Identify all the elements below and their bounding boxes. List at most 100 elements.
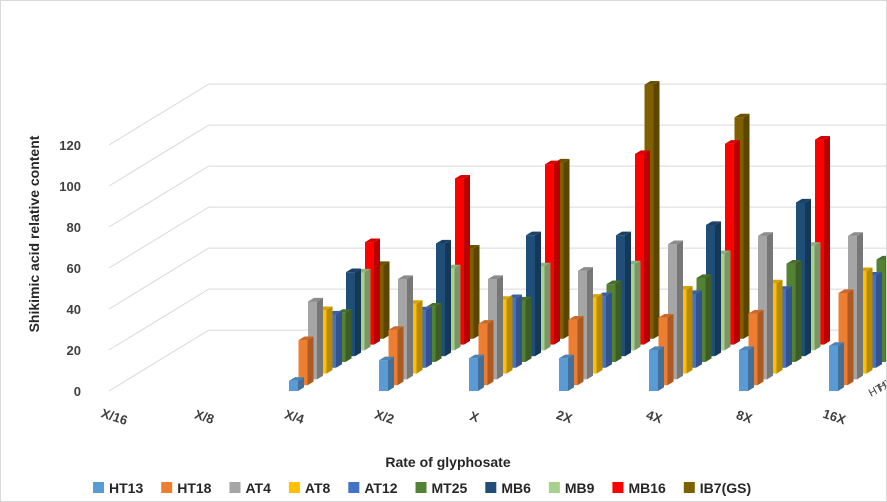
bar bbox=[559, 354, 574, 391]
bar-top-face bbox=[748, 309, 764, 314]
legend-label: AT8 bbox=[305, 480, 331, 496]
bar bbox=[455, 174, 470, 345]
bar-top-face bbox=[469, 354, 484, 359]
legend-swatch bbox=[415, 482, 427, 493]
legend-label: MT25 bbox=[432, 480, 468, 496]
bar bbox=[469, 354, 484, 391]
bar bbox=[739, 346, 754, 391]
legend-swatch bbox=[485, 482, 497, 493]
bar-side-face bbox=[724, 250, 731, 351]
bar-front-face bbox=[545, 164, 554, 345]
bar-side-face bbox=[715, 221, 721, 357]
bar-top-face bbox=[298, 336, 314, 341]
legend-swatch bbox=[161, 482, 173, 493]
legend: HT13 HT18 AT4 AT8 AT12 MT25 MB6 MB9 MB16 IB7(GS) bbox=[93, 480, 751, 496]
bar-side-face bbox=[407, 275, 413, 380]
x-category-label: X/2 bbox=[373, 407, 396, 427]
bar-side-face bbox=[876, 271, 882, 368]
bar-side-face bbox=[397, 326, 404, 386]
bar-front-face bbox=[298, 340, 308, 386]
bar-top-face bbox=[758, 232, 773, 236]
x-axis-title: Rate of glyphosate bbox=[385, 454, 510, 470]
x-category-label: X bbox=[468, 408, 481, 425]
bar-top-face bbox=[289, 377, 304, 381]
y-tick-label: 40 bbox=[67, 302, 81, 317]
bar-top-face bbox=[876, 255, 886, 260]
y-tick-label: 80 bbox=[67, 220, 81, 235]
bar-side-face bbox=[658, 346, 664, 391]
legend-label: MB9 bbox=[565, 480, 595, 496]
y-tick-label: 20 bbox=[67, 343, 81, 358]
bar bbox=[526, 231, 541, 357]
bar-side-face bbox=[824, 136, 830, 345]
legend-label: HT18 bbox=[177, 480, 211, 496]
y-tick-label: 0 bbox=[74, 384, 81, 399]
bar-top-face bbox=[635, 150, 650, 154]
bar-side-face bbox=[326, 306, 333, 374]
bar-front-face bbox=[815, 139, 824, 345]
bar-side-face bbox=[416, 300, 423, 374]
bar-front-face bbox=[829, 345, 838, 391]
bar bbox=[758, 232, 773, 380]
bar-side-face bbox=[435, 303, 442, 362]
bar-side-face bbox=[743, 113, 750, 339]
bar-top-face bbox=[559, 354, 574, 359]
bar-side-face bbox=[525, 296, 532, 362]
bar-side-face bbox=[767, 232, 773, 380]
bar bbox=[649, 346, 664, 391]
bar-side-face bbox=[696, 290, 702, 368]
bar-top-face bbox=[848, 232, 863, 236]
bar-front-face bbox=[739, 350, 748, 391]
bar-top-face bbox=[739, 346, 754, 350]
bar-side-face bbox=[383, 261, 390, 339]
bar-side-face bbox=[355, 268, 361, 357]
bar-side-face bbox=[516, 294, 522, 368]
bar-top-face bbox=[398, 275, 413, 279]
x-category-label: 2X bbox=[555, 407, 575, 426]
bar-side-face bbox=[615, 280, 622, 362]
bar bbox=[298, 336, 314, 386]
bar-side-face bbox=[596, 294, 603, 374]
bar-top-face bbox=[455, 174, 470, 179]
bar-side-face bbox=[374, 238, 380, 345]
bar bbox=[635, 150, 650, 345]
bar bbox=[379, 356, 394, 391]
bar-side-face bbox=[866, 267, 873, 374]
bar-side-face bbox=[814, 242, 821, 351]
x-category-label: X/8 bbox=[193, 407, 216, 427]
bar-top-face bbox=[488, 275, 503, 279]
bar-top-face bbox=[379, 356, 394, 361]
legend-swatch bbox=[93, 482, 104, 493]
bar-side-face bbox=[634, 260, 641, 351]
bar-side-face bbox=[544, 262, 551, 351]
bar-top-face bbox=[426, 303, 442, 307]
y-tick-label: 120 bbox=[59, 138, 81, 153]
legend-label: AT12 bbox=[364, 480, 397, 496]
bar bbox=[436, 239, 451, 357]
bar-top-face bbox=[725, 140, 740, 144]
bar-front-face bbox=[436, 243, 445, 357]
bar-side-face bbox=[667, 313, 674, 386]
bar bbox=[568, 316, 584, 386]
y-tick-label: 60 bbox=[67, 261, 81, 276]
bar-side-face bbox=[677, 240, 683, 380]
bar-front-face bbox=[379, 360, 388, 391]
bar-side-face bbox=[478, 354, 484, 391]
y-axis-tick-labels: 0 20 40 60 80 100 120 bbox=[59, 138, 81, 399]
bar-top-face bbox=[526, 231, 541, 236]
bar-side-face bbox=[577, 316, 584, 386]
y-tick-label: 100 bbox=[59, 179, 81, 194]
bar-side-face bbox=[445, 239, 451, 357]
bar-top-face bbox=[388, 326, 404, 330]
bar-top-face bbox=[786, 260, 802, 264]
bar bbox=[725, 140, 740, 345]
x-category-label: 4X bbox=[645, 407, 665, 426]
bar-top-face bbox=[568, 316, 584, 320]
bar-top-face bbox=[706, 221, 721, 225]
bar-top-face bbox=[436, 239, 451, 244]
bar-top-face bbox=[308, 297, 323, 302]
x-category-label: X/4 bbox=[283, 407, 307, 428]
legend-label: AT4 bbox=[245, 480, 271, 496]
bar-top-face bbox=[616, 231, 631, 236]
bar-front-face bbox=[289, 380, 298, 391]
